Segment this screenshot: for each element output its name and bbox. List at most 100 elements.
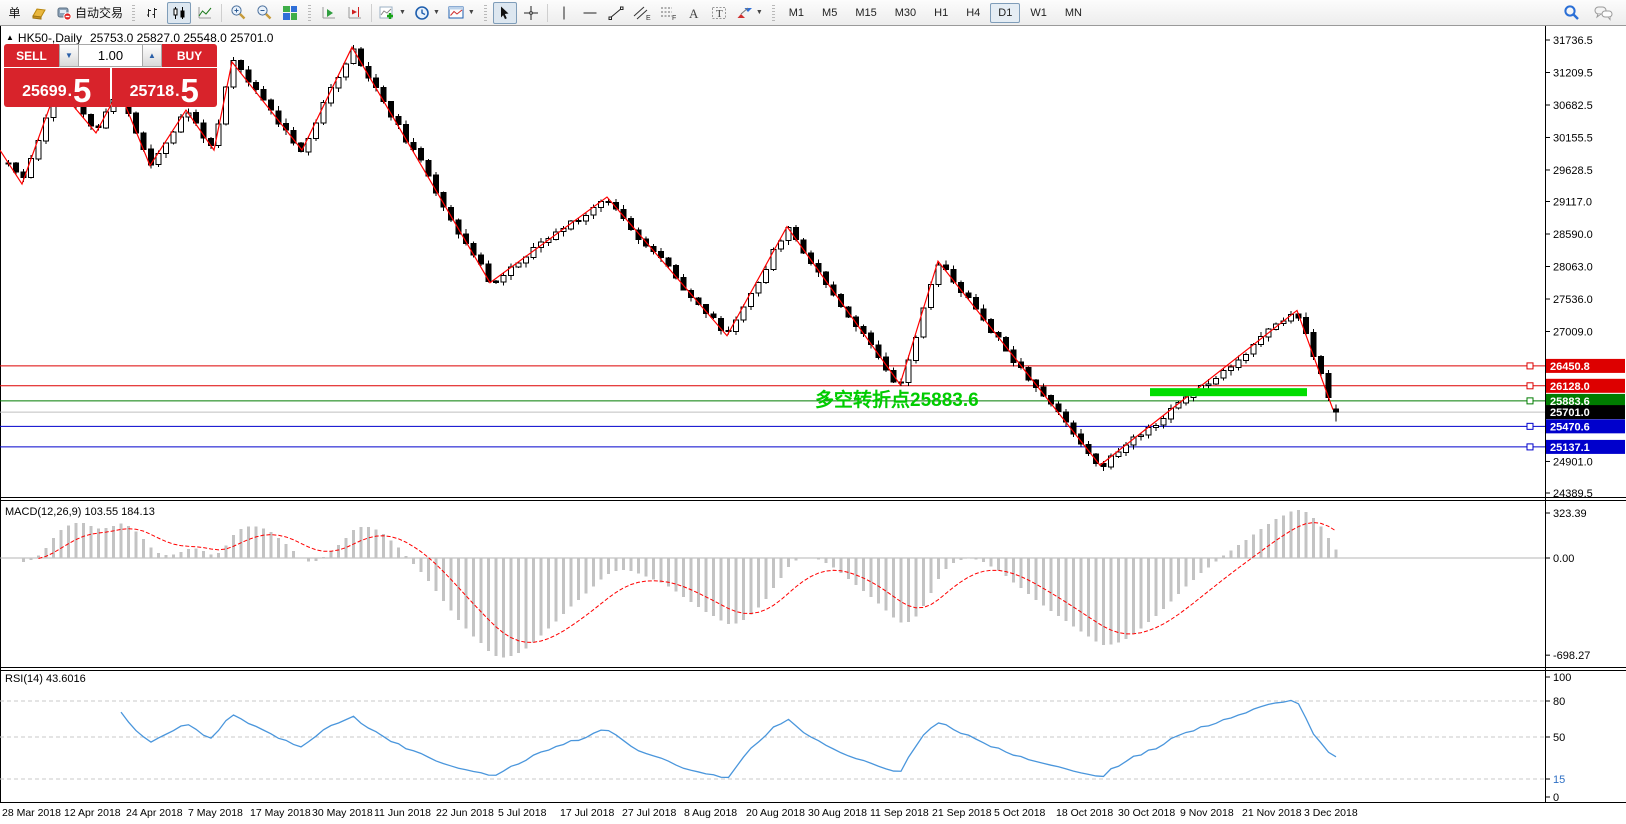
candle-body bbox=[350, 48, 357, 65]
candle-body bbox=[658, 250, 664, 258]
bid-price-panel[interactable]: 25699. 5 bbox=[4, 68, 110, 107]
svg-text:25701.0: 25701.0 bbox=[1550, 407, 1590, 419]
fibonacci-button[interactable]: F bbox=[656, 2, 680, 24]
periods-button[interactable]: ▼ bbox=[411, 2, 443, 24]
support-highlight-bar[interactable] bbox=[1150, 388, 1307, 397]
package-button[interactable] bbox=[27, 2, 51, 24]
candle-body bbox=[1213, 378, 1219, 385]
svg-text:-698.27: -698.27 bbox=[1553, 650, 1590, 662]
candle-body bbox=[28, 157, 34, 178]
tf-button-M1[interactable]: M1 bbox=[788, 6, 805, 19]
candle-body bbox=[785, 226, 792, 241]
candle-body bbox=[200, 122, 207, 139]
autotrading-icon bbox=[57, 7, 72, 21]
sell-button[interactable]: SELL bbox=[4, 44, 59, 67]
tf-button-M5[interactable]: M5 bbox=[822, 6, 838, 19]
tf-button-M30[interactable]: M30 bbox=[894, 6, 917, 19]
candle-body bbox=[1115, 451, 1122, 457]
bar-chart-button[interactable] bbox=[141, 2, 165, 24]
line-handle[interactable] bbox=[1526, 443, 1534, 451]
cursor-button[interactable] bbox=[492, 1, 517, 24]
line-handle[interactable] bbox=[1526, 397, 1534, 405]
community-chat-icon[interactable] bbox=[1594, 5, 1614, 21]
line-chart-button[interactable] bbox=[193, 2, 217, 24]
main-toolbar: 单 自动交易 bbox=[0, 0, 1626, 26]
candle-body bbox=[155, 153, 162, 165]
date-label: 17 May 2018 bbox=[250, 807, 311, 819]
equidistant-channel-button[interactable]: E bbox=[630, 2, 654, 24]
line-handle[interactable] bbox=[1526, 382, 1534, 390]
candle-body bbox=[1085, 444, 1092, 454]
tf-button-MN[interactable]: MN bbox=[1064, 6, 1082, 19]
candle-body bbox=[13, 162, 19, 173]
zigzag-line[interactable] bbox=[0, 45, 1334, 467]
date-label: 11 Jun 2018 bbox=[374, 807, 431, 819]
ask-price-panel[interactable]: 25718. 5 bbox=[111, 68, 217, 107]
svg-text:27536.0: 27536.0 bbox=[1553, 294, 1593, 306]
candle-body bbox=[380, 86, 387, 103]
crosshair-button[interactable] bbox=[519, 2, 543, 24]
indicators-button[interactable]: ▼ bbox=[376, 2, 409, 24]
new-order-button[interactable]: 单 bbox=[1, 2, 25, 24]
chart-shift-button[interactable] bbox=[343, 2, 367, 24]
candle-body bbox=[1093, 453, 1099, 465]
line-handle[interactable] bbox=[1526, 422, 1534, 430]
svg-text:50: 50 bbox=[1553, 732, 1565, 744]
symbol-search-icon[interactable] bbox=[1563, 4, 1580, 21]
tf-button-D1[interactable]: D1 bbox=[990, 2, 1021, 23]
candle-body bbox=[313, 122, 319, 140]
autotrading-button[interactable]: 自动交易 bbox=[53, 2, 126, 24]
volume-increase-button[interactable]: ▲ bbox=[142, 44, 162, 67]
vertical-line-button[interactable] bbox=[552, 2, 576, 24]
dropdown-arrow-icon: ▼ bbox=[399, 9, 406, 16]
line-handle[interactable] bbox=[1526, 362, 1534, 370]
tf-button-W1[interactable]: W1 bbox=[1030, 6, 1047, 19]
candle-body bbox=[883, 356, 889, 371]
date-label: 22 Jun 2018 bbox=[436, 807, 494, 819]
dropdown-arrow-icon: ▼ bbox=[467, 9, 475, 16]
text-label-button[interactable]: T bbox=[708, 2, 732, 24]
trendline-icon bbox=[608, 6, 624, 20]
templates-button[interactable]: ▼ bbox=[445, 2, 478, 24]
collapse-panel-icon[interactable]: ▲ bbox=[6, 33, 14, 42]
tf-button-H4[interactable]: H4 bbox=[966, 6, 981, 19]
volume-decrease-button[interactable]: ▼ bbox=[59, 44, 79, 67]
svg-text:A: A bbox=[689, 6, 699, 21]
candle-body bbox=[1333, 408, 1339, 413]
chart-canvas[interactable]: 31736.5 31209.5 30682.5 30155.5 29628.5 29117… bbox=[0, 25, 1626, 824]
text-button[interactable]: A bbox=[682, 2, 706, 24]
svg-text:29117.0: 29117.0 bbox=[1553, 197, 1592, 209]
date-label: 18 Oct 2018 bbox=[1056, 807, 1113, 819]
date-label: 30 May 2018 bbox=[312, 807, 373, 819]
candle-body bbox=[950, 268, 957, 283]
auto-scroll-button[interactable] bbox=[317, 2, 341, 24]
tile-windows-button[interactable] bbox=[278, 2, 302, 24]
date-label: 5 Jul 2018 bbox=[498, 807, 547, 819]
candle-body bbox=[133, 112, 139, 134]
candle-body bbox=[778, 240, 784, 250]
trendline-button[interactable] bbox=[604, 2, 628, 24]
date-label: 12 Apr 2018 bbox=[64, 807, 121, 819]
tf-button-M15[interactable]: M15 bbox=[855, 6, 877, 19]
candle-body bbox=[35, 140, 42, 160]
zoom-in-button[interactable] bbox=[226, 2, 250, 24]
candle-body bbox=[935, 264, 942, 286]
date-label: 21 Sep 2018 bbox=[932, 807, 992, 819]
arrows-button[interactable]: ▼ bbox=[734, 2, 766, 24]
candlestick-chart-button[interactable] bbox=[167, 1, 192, 24]
svg-text:0: 0 bbox=[1553, 792, 1559, 804]
pivot-point-annotation: 多空转折点25883.6 bbox=[815, 390, 979, 411]
candle-body bbox=[433, 174, 439, 194]
candle-body bbox=[575, 219, 582, 222]
vertical-line-icon bbox=[563, 6, 565, 19]
candle-body bbox=[1318, 356, 1324, 375]
buy-button[interactable]: BUY bbox=[162, 44, 217, 67]
price-level-lines[interactable] bbox=[0, 362, 1545, 451]
horizontal-line-button[interactable] bbox=[578, 2, 602, 24]
candle-body bbox=[635, 229, 642, 240]
volume-input[interactable]: 1.00 bbox=[79, 44, 142, 67]
svg-text:0.00: 0.00 bbox=[1553, 553, 1574, 565]
zoom-out-button[interactable] bbox=[252, 2, 276, 24]
tf-button-H1[interactable]: H1 bbox=[934, 6, 949, 19]
candle-body bbox=[710, 313, 717, 319]
